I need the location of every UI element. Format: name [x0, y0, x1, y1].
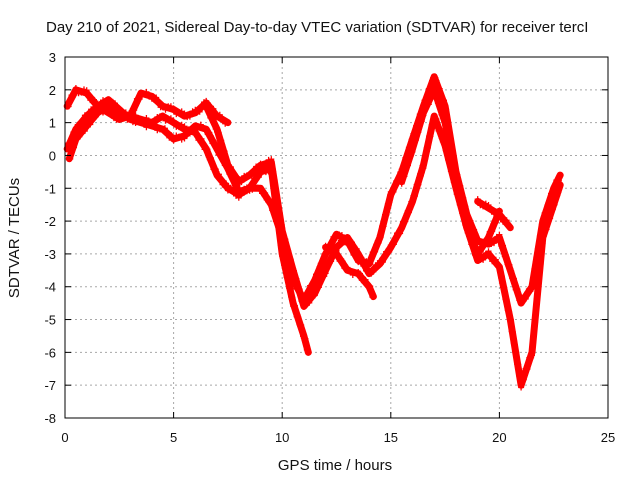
grid	[65, 57, 608, 418]
series-7	[474, 196, 514, 232]
x-tick-label: 10	[275, 430, 289, 445]
y-tick-label: -6	[44, 345, 56, 360]
series-point-markers	[474, 196, 512, 229]
x-axis-title: GPS time / hours	[278, 457, 392, 474]
series-5	[322, 242, 377, 301]
x-tick-label: 0	[61, 430, 68, 445]
chart-title: Day 210 of 2021, Sidereal Day-to-day VTE…	[46, 19, 588, 36]
x-tick-label: 5	[170, 430, 177, 445]
series-point-markers	[203, 103, 563, 391]
series-6	[398, 86, 503, 258]
series-line	[63, 96, 312, 356]
series-line	[65, 73, 564, 307]
y-tick-label: 0	[49, 148, 56, 163]
series-2	[63, 96, 312, 356]
series-3	[65, 73, 564, 307]
x-tick-label: 25	[601, 430, 615, 445]
y-tick-label: 1	[49, 116, 56, 131]
series-point-markers	[66, 74, 562, 307]
x-tick-label: 20	[492, 430, 506, 445]
y-tick-label: -8	[44, 411, 56, 426]
series-4	[202, 102, 564, 391]
series-line	[202, 102, 564, 389]
y-axis-title: SDTVAR / TECUs	[6, 178, 23, 298]
series-point-markers	[398, 88, 502, 255]
y-tick-label: 3	[49, 50, 56, 65]
y-tick-label: -5	[44, 313, 56, 328]
series-point-markers	[322, 242, 376, 300]
y-tick-label: -3	[44, 247, 56, 262]
y-tick-label: -4	[44, 280, 56, 295]
y-tick-label: -7	[44, 378, 56, 393]
y-tick-label: -2	[44, 214, 56, 229]
series-layer	[63, 73, 564, 391]
x-tick-label: 15	[384, 430, 398, 445]
plot-frame	[64, 56, 609, 419]
y-tick-label: 2	[49, 83, 56, 98]
y-tick-label: -1	[44, 181, 56, 196]
